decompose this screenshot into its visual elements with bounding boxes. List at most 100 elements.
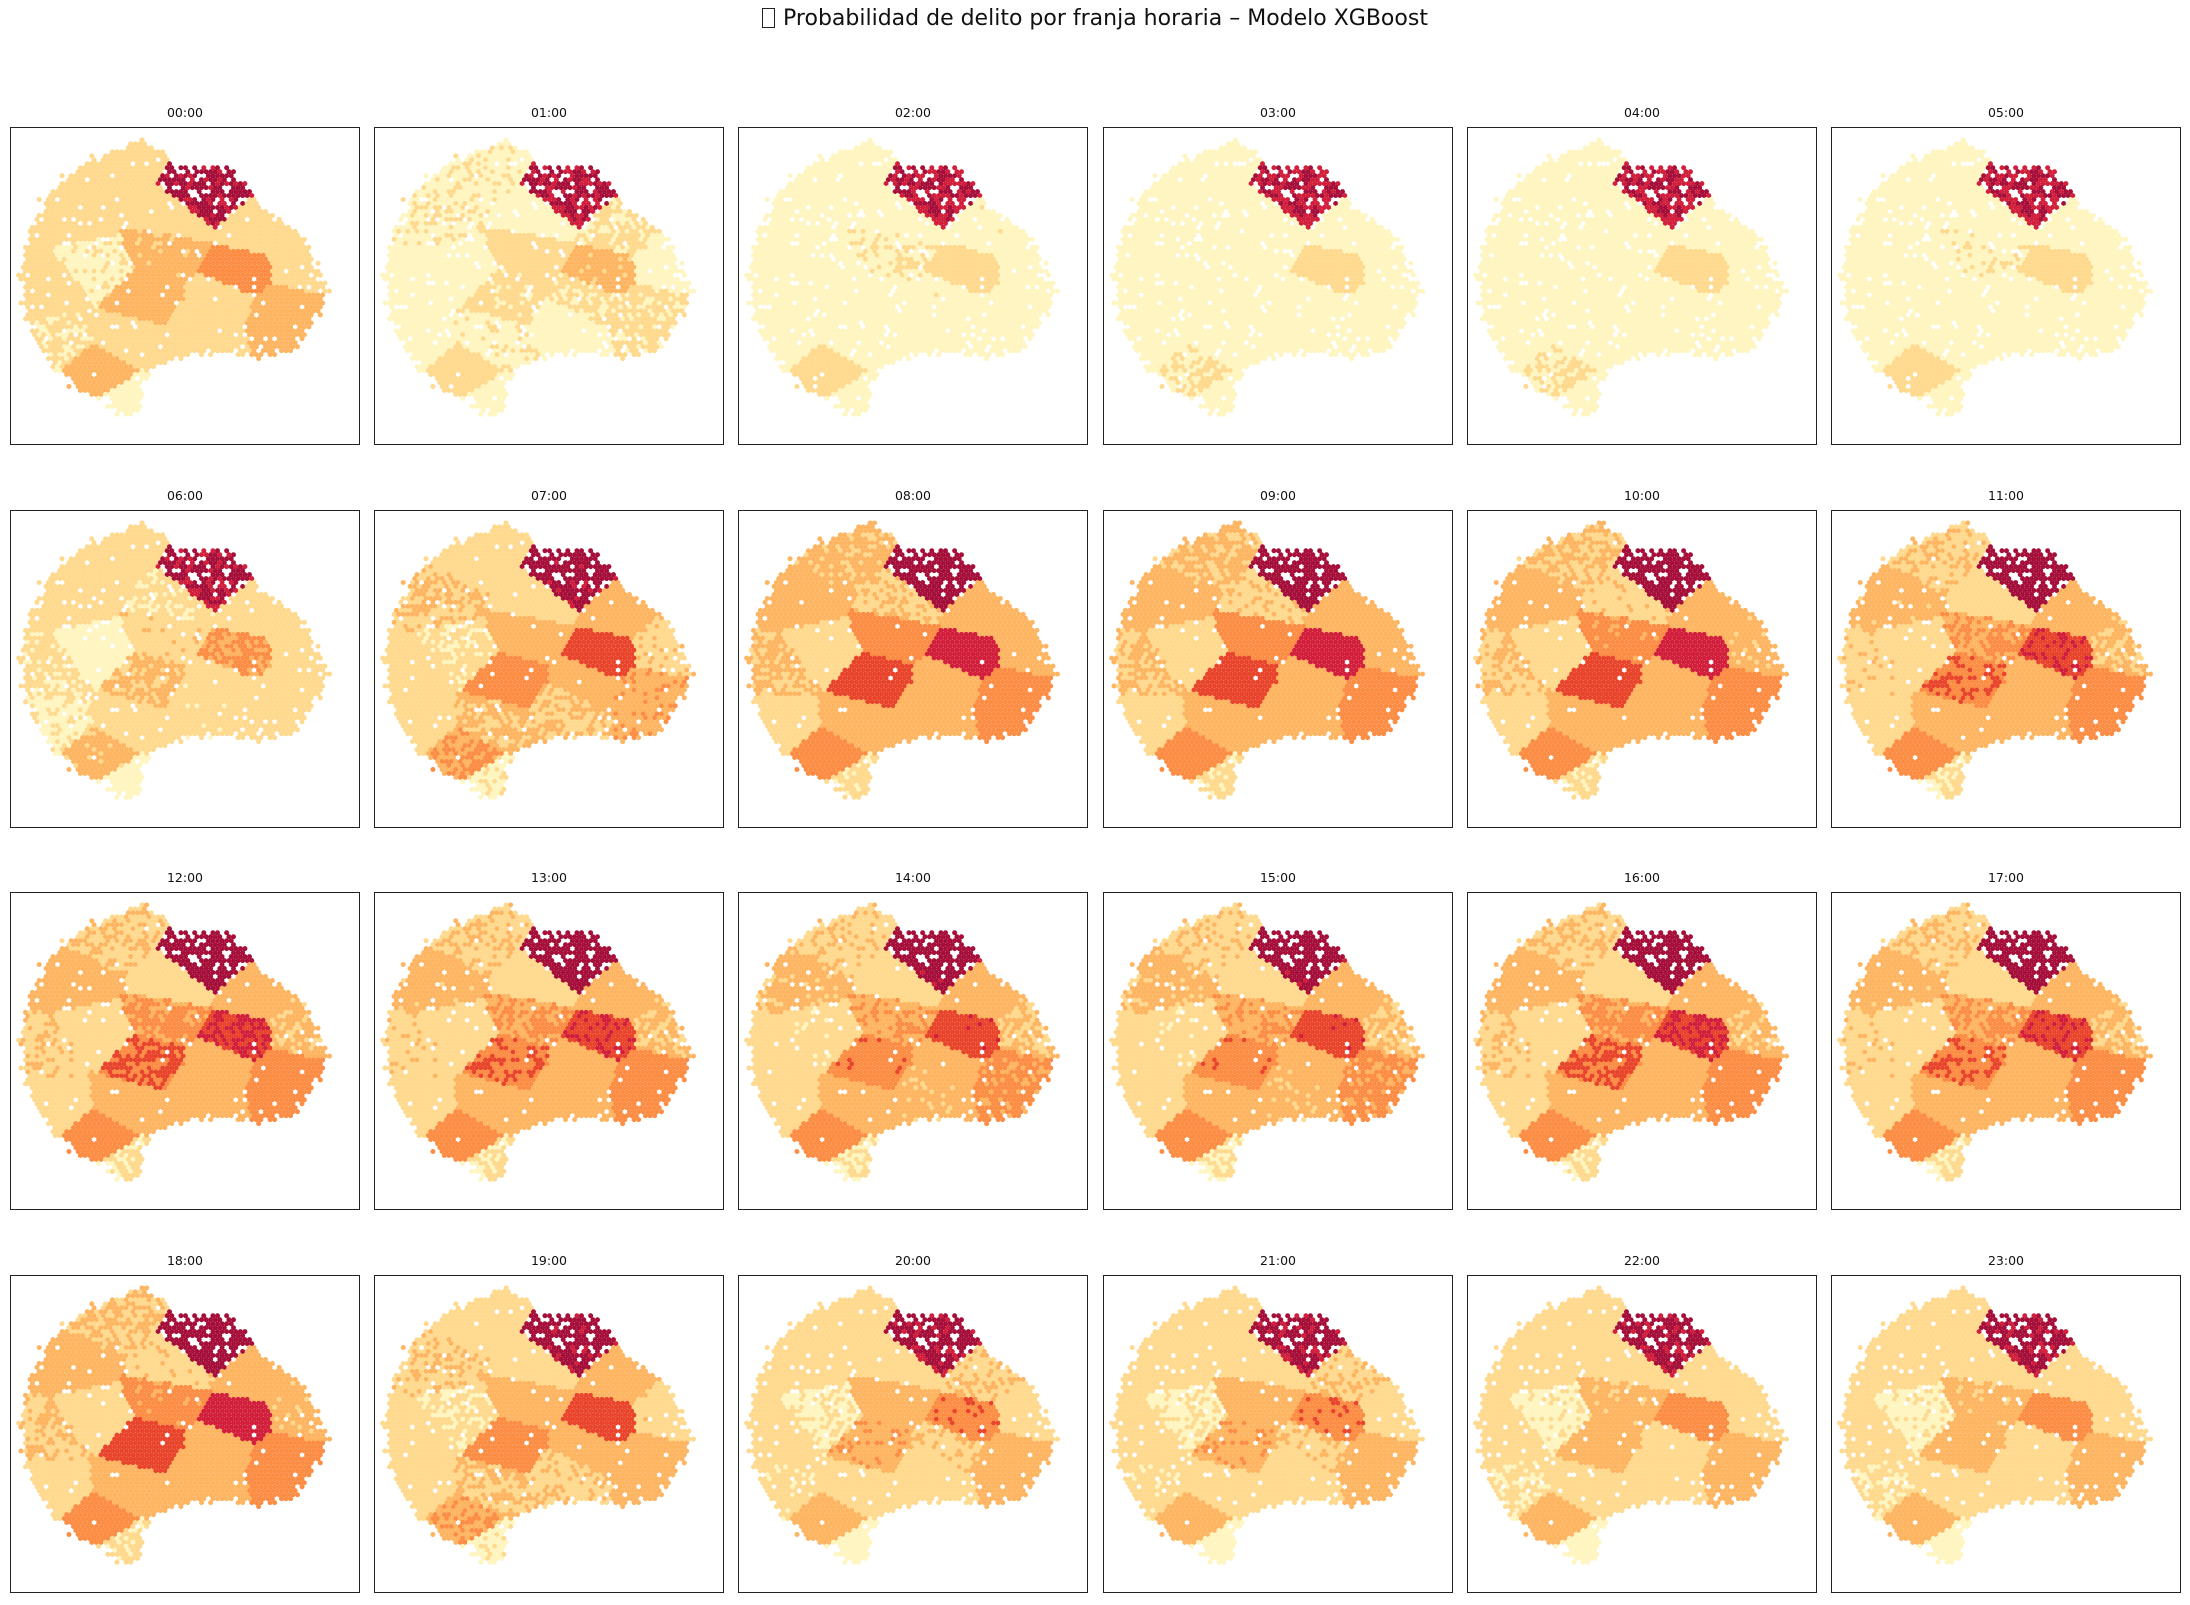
hex-cell (272, 352, 277, 357)
hex-cell (288, 348, 293, 353)
hex-cell (103, 233, 108, 238)
hex-cell (30, 320, 35, 325)
hex-cell (428, 277, 433, 282)
figure-title: Probabilidad de delito por franja horari… (0, 6, 2190, 31)
map-panel: 00:00 (10, 105, 360, 445)
hex-cell (114, 412, 119, 417)
hex-cell (396, 301, 401, 306)
hex-cell (538, 181, 543, 186)
hex-cell (240, 193, 245, 198)
hex-cell (169, 356, 174, 361)
hex-cell (691, 289, 696, 294)
hex-cell (18, 301, 23, 306)
hex-cell (37, 197, 42, 202)
hex-cell (46, 356, 51, 361)
hex-cell (41, 348, 46, 353)
hex-cell (158, 360, 163, 365)
hex-cell (284, 348, 289, 353)
hex-cell (112, 320, 117, 325)
hex-cell (240, 352, 245, 357)
hex-cell (82, 388, 87, 393)
hex-cell (178, 165, 183, 170)
figure-title-text: Probabilidad de delito por franja horari… (783, 6, 1428, 31)
hex-cell (249, 352, 254, 357)
hex-cell (185, 352, 190, 357)
hex-cell (401, 301, 406, 306)
hex-cell (295, 344, 300, 349)
hex-cell (604, 193, 609, 198)
hex-cell (568, 185, 573, 190)
hex-cell (327, 289, 332, 294)
hex-cell (64, 237, 69, 242)
hex-cell (178, 356, 183, 361)
hex-cell (306, 324, 311, 329)
panel-title: 00:00 (10, 105, 360, 120)
hex-cell (215, 348, 220, 353)
map-panel: 01:00 (374, 105, 724, 445)
hex-cell (563, 169, 568, 174)
hex-cell (135, 408, 140, 413)
hex-cell (675, 269, 680, 274)
hex-cell (510, 157, 515, 162)
hex-cell (382, 277, 387, 282)
hex-cell (236, 352, 241, 357)
hex-cell (64, 372, 69, 377)
map-frame (374, 127, 724, 445)
hex-cell (318, 273, 323, 278)
hex-cell (199, 352, 204, 357)
hex-cell (382, 301, 387, 306)
hex-cell (208, 352, 213, 357)
hex-cell (192, 348, 197, 353)
hex-cell (542, 165, 547, 170)
hexbin-map (11, 128, 359, 444)
hex-cell (124, 412, 129, 417)
hex-cell (78, 388, 83, 393)
hex-cell (300, 336, 305, 341)
hex-cell (428, 237, 433, 242)
hex-cell (666, 237, 671, 242)
hex-cell (398, 217, 403, 222)
hex-cell (190, 185, 195, 190)
hex-cell (89, 392, 94, 397)
hex-cell (60, 173, 65, 178)
hex-cell (110, 404, 115, 409)
hex-cell (421, 193, 426, 198)
hex-cell (279, 348, 284, 353)
hex-cell (476, 320, 481, 325)
hex-cell (401, 197, 406, 202)
hex-cell (318, 312, 323, 317)
panel-title: 01:00 (374, 105, 724, 120)
hex-cell (554, 185, 559, 190)
hex-cell (680, 261, 685, 266)
hex-cell (256, 356, 261, 361)
hex-cell (220, 348, 225, 353)
hexbin-cells (16, 137, 332, 416)
hex-cell (588, 181, 593, 186)
hex-cell (57, 368, 62, 373)
hex-cell (53, 368, 58, 373)
hex-cell (18, 277, 23, 282)
hex-cell (424, 173, 429, 178)
hexbin-cells (380, 137, 696, 416)
hexbin-map (375, 128, 723, 444)
hex-cell (162, 360, 167, 365)
hex-cell (224, 348, 229, 353)
hex-cell (268, 352, 273, 357)
hex-cell (66, 384, 71, 389)
hex-cell (682, 312, 687, 317)
hex-cell (199, 169, 204, 174)
hex-cell (23, 316, 28, 321)
hex-cell (105, 404, 110, 409)
hex-cell (151, 364, 156, 369)
hex-cell (204, 185, 209, 190)
hex-cell (394, 320, 399, 325)
map-frame (10, 127, 360, 445)
hex-cell (316, 261, 321, 266)
hex-cell (128, 412, 133, 417)
hex-cell (224, 181, 229, 186)
hex-cell (174, 181, 179, 186)
missing-glyph-icon (762, 8, 775, 28)
hex-cell (682, 273, 687, 278)
hex-cell (144, 376, 149, 381)
